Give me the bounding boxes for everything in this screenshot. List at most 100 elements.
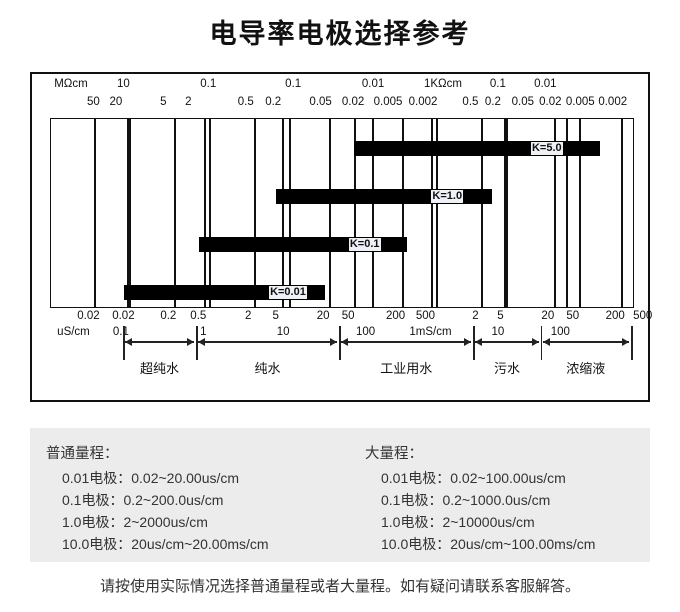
bottom-unit-label: 100 [355,326,376,338]
normal-range-item: 0.01电极：0.02~20.00us/cm [62,470,240,486]
category-divider-tick [473,326,475,360]
grid-line [209,119,212,307]
bottom-unit-label: 0.1 [112,326,129,338]
bottom-tick-label: 500 [415,310,436,322]
bottom-unit-label: 1 [200,326,207,338]
category-range-arrow [542,338,630,345]
grid-line [481,119,484,307]
category-label: 工业用水 [380,361,433,376]
bottom-tick-label: 0.02 [77,310,100,322]
category-divider-tick [339,326,341,360]
top-unit-label: 1KΩcm [423,78,462,90]
bottom-tick-label: 0.2 [160,310,177,322]
top-tick-label: 0.2 [484,96,501,108]
category-divider-tick [631,326,633,360]
normal-range-heading: 普通量程： [46,446,119,462]
grid-line [621,119,624,307]
grid-line [329,119,332,307]
chart-bar [353,141,600,156]
large-range-item: 0.01电极：0.02~100.00us/cm [381,470,566,486]
top-unit-label: 0.1 [489,78,506,90]
bottom-axis-unit-labels: uS/cm 0.1 1 10 100 1mS/cm 10 100 [50,326,634,340]
category-range-arrow [198,338,338,345]
bar-value-label: K=0.01 [269,286,307,299]
category-range-arrow [341,338,472,345]
top-tick-label: 5 [160,96,167,108]
bar-value-label: K=1.0 [431,190,464,203]
category-divider-tick [123,326,125,360]
bottom-unit-label: 10 [491,326,505,338]
bar-value-label: K=5.0 [530,142,563,155]
water-category-band: 超纯水 纯水 工业用水 污水 浓缩液 [50,326,634,384]
bottom-tick-label: 50 [566,310,580,322]
top-tick-label: 0.05 [309,96,332,108]
top-tick-label: 2 [185,96,192,108]
bottom-tick-label: 500 [633,310,653,322]
grid-line [129,119,132,307]
bottom-tick-label: 5 [497,310,504,322]
top-tick-label: 0.002 [598,96,628,108]
large-range-item: 10.0电极：20us/cm~100.00ms/cm [381,536,596,552]
top-tick-label: 0.5 [237,96,254,108]
bottom-unit-label: 10 [276,326,290,338]
category-range-arrow [125,338,194,345]
bottom-tick-label: 5 [272,310,279,322]
top-tick-label: 0.005 [565,96,595,108]
grid-line [553,119,556,307]
top-axis-unit-labels: MΩcm 10 0.1 0.1 0.01 1KΩcm 0.1 0.01 [50,78,634,92]
grid-line [126,119,129,307]
top-axis-tick-labels: 50 20 5 2 0.5 0.2 0.05 0.02 0.005 0.002 0.5 0.2 0.05… [50,96,634,110]
grid-line [371,119,374,307]
footer-note: 请按使用实际情况选择普通量程或者大量程。如有疑问请联系客服解答。 [99,578,580,595]
category-range-arrow [475,338,539,345]
large-range-item: 1.0电极：2~10000us/cm [381,514,535,530]
top-tick-label: 0.2 [265,96,282,108]
grid-line [354,119,357,307]
normal-range-item: 1.0电极：2~2000us/cm [62,514,208,530]
grid-line [174,119,177,307]
top-unit-label: 0.01 [534,78,557,90]
bottom-tick-label: 200 [605,310,625,322]
grid-line [566,119,569,307]
bottom-unit-label: 100 [550,326,570,338]
bottom-unit-label: 1mS/cm [409,326,452,338]
page-title: 电导率电极选择参考 [209,19,471,49]
top-tick-label: 0.02 [341,96,365,108]
chart-plot-area: K=5.0 K=1.0 K=0.1 K=0.01 [50,118,634,308]
range-legend-box: 普通量程： 0.01电极：0.02~20.00us/cm 0.1电极：0.2~2… [30,428,650,562]
top-unit-label: 0.1 [285,78,302,90]
top-tick-label: 0.002 [408,96,438,108]
bottom-tick-label: 20 [316,310,330,322]
category-label: 浓缩液 [566,361,606,376]
grid-line [503,119,506,307]
conductivity-chart: MΩcm 10 0.1 0.1 0.01 1KΩcm 0.1 0.01 50 20 5 2 0.5 0.… [30,72,652,402]
grid-line [204,119,207,307]
bar-value-label: K=0.1 [348,238,381,251]
bottom-tick-label: 200 [385,310,406,322]
large-range-column: 大量程： 0.01电极：0.02~100.00us/cm 0.1电极：0.2~1… [365,442,595,555]
large-range-heading: 大量程： [365,446,423,462]
top-tick-label: 0.05 [511,96,535,108]
bottom-tick-label: 2 [472,310,479,322]
bottom-tick-label: 0.02 [112,310,135,322]
bottom-tick-label: 0.5 [190,310,207,322]
grid-line [431,119,434,307]
grid-line [254,119,257,307]
bottom-unit-label: uS/cm [57,326,90,338]
top-unit-label: 10 [117,78,130,90]
top-unit-label: 0.1 [200,78,217,90]
category-divider-tick [540,326,543,360]
top-tick-label: 0.02 [539,96,562,108]
grid-line [94,119,97,307]
bottom-axis-tick-labels: 0.02 0.02 0.2 0.5 2 5 20 50 200 500 2 5 20 50 200 500 [50,310,652,324]
top-tick-label: 0.005 [373,96,403,108]
top-tick-label: 0.5 [462,96,479,108]
bottom-tick-label: 20 [541,310,555,322]
category-label: 纯水 [254,361,281,376]
top-unit-label: 0.01 [361,78,385,90]
grid-line [401,119,404,307]
bottom-tick-label: 2 [245,310,252,322]
normal-range-item: 10.0电极：20us/cm~20.00ms/cm [62,536,269,552]
large-range-item: 0.1电极：0.2~1000.0us/cm [381,492,551,508]
category-divider-tick [196,326,198,360]
